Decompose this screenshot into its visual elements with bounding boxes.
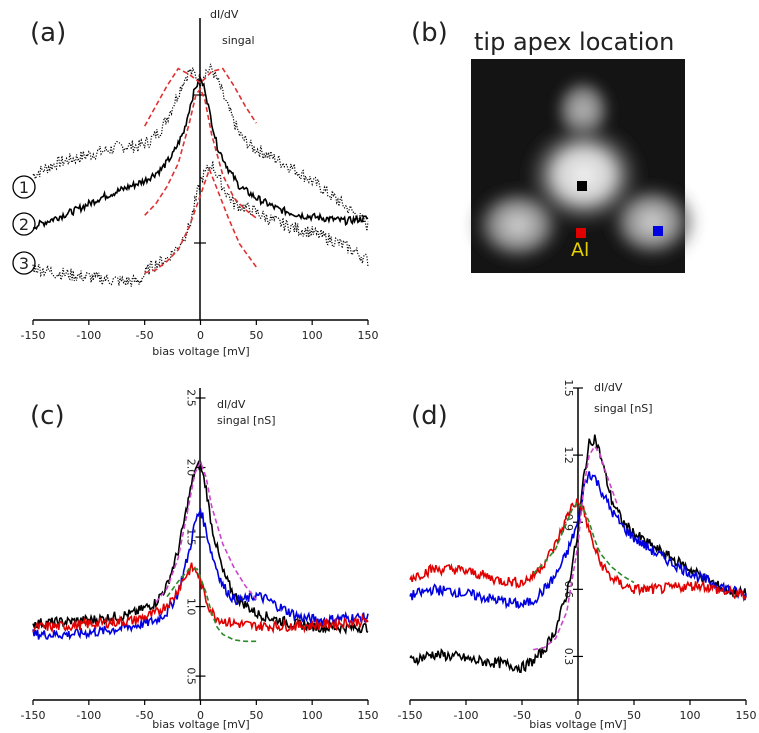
panel-c-ylabel-line1: dI/dV xyxy=(217,398,246,411)
series-line-a-1 xyxy=(32,75,369,231)
y-tick-label: 1.5 xyxy=(562,379,575,397)
x-tick-label: 100 xyxy=(302,329,323,342)
panel-d-label: (d) xyxy=(411,401,448,431)
y-tick-label: 1.5 xyxy=(185,528,198,546)
x-tick-label: 0 xyxy=(197,329,204,342)
panel-d-xlabel: bias voltage [mV] xyxy=(529,718,626,731)
x-tick-label: -150 xyxy=(21,709,46,722)
panel-c-plot: -150 -100 -50 0 50 100 150 0.51.01.52.02.5 dI/… xyxy=(21,388,379,731)
panel-d-ylabel-line1: dI/dV xyxy=(594,381,623,394)
series-line-a-0 xyxy=(32,63,369,232)
svg-text:1: 1 xyxy=(19,178,29,197)
panel-c-ylabel-line2: singal [nS] xyxy=(217,414,276,427)
al-site-label: Al xyxy=(571,239,589,261)
x-tick-label: 150 xyxy=(736,709,757,722)
fit-line-c-0 xyxy=(155,459,257,603)
x-tick-label: 100 xyxy=(302,709,323,722)
series-line-d-2 xyxy=(409,498,747,603)
fit-line-c-1 xyxy=(166,568,257,643)
svg-text:2: 2 xyxy=(19,215,29,234)
tip-apex-image: Al xyxy=(470,59,698,273)
x-tick-label: 50 xyxy=(249,709,263,722)
x-tick-label: -100 xyxy=(454,709,479,722)
x-tick-label: 150 xyxy=(358,709,379,722)
fit-line-d-0 xyxy=(533,444,618,651)
y-tick-label: 0.5 xyxy=(185,667,198,685)
trace-marker-3: 3 xyxy=(12,251,36,275)
panel-a-label: (a) xyxy=(30,18,66,48)
trace-marker-2: 2 xyxy=(12,212,36,236)
panel-b-label: (b) xyxy=(411,18,448,48)
panel-c-label: (c) xyxy=(30,401,65,431)
svg-text:3: 3 xyxy=(19,254,29,273)
panel-c-xlabel: bias voltage [mV] xyxy=(152,718,249,731)
panel-d-ylabel-line2: singal [nS] xyxy=(594,402,653,415)
y-tick-label: 1.2 xyxy=(562,446,575,464)
x-tick-label: 100 xyxy=(680,709,701,722)
site-marker-black xyxy=(577,181,587,191)
x-tick-label: -150 xyxy=(21,329,46,342)
y-tick-label: 2.5 xyxy=(185,389,198,407)
series-line-a-2 xyxy=(32,160,369,287)
series-line-d-0 xyxy=(409,434,747,674)
fit-line-a-1 xyxy=(144,87,257,219)
trace-marker-1: 1 xyxy=(12,175,36,199)
x-tick-label: -50 xyxy=(136,329,154,342)
x-tick-label: 50 xyxy=(627,709,641,722)
panel-b-title: tip apex location xyxy=(474,28,674,56)
series-line-c-1 xyxy=(32,507,369,641)
x-tick-label: -50 xyxy=(513,709,531,722)
x-tick-label: 0 xyxy=(575,709,582,722)
x-tick-label: -100 xyxy=(76,709,101,722)
x-tick-label: -50 xyxy=(136,709,154,722)
y-tick-label: 1.0 xyxy=(185,598,198,616)
x-tick-label: 150 xyxy=(358,329,379,342)
site-marker-blue xyxy=(653,226,663,236)
panel-a-plot: -150 -100 -50 0 50 100 150 dI/dV singal bias v… xyxy=(12,8,379,358)
x-tick-label: -100 xyxy=(76,329,101,342)
fit-line-d-1 xyxy=(532,500,635,584)
x-tick-label: 0 xyxy=(197,709,204,722)
series-line-d-1 xyxy=(409,471,747,610)
y-tick-label: 0.3 xyxy=(562,648,575,666)
site-marker-red xyxy=(576,228,586,238)
panel-a-xlabel: bias voltage [mV] xyxy=(152,345,249,358)
x-tick-label: 50 xyxy=(249,329,263,342)
panel-a-ylabel-line1: dI/dV xyxy=(210,8,239,21)
panel-d-plot: -150 -100 -50 0 50 100 150 0.30.60.91.21.5 dI/… xyxy=(398,379,757,731)
series-line-c-2 xyxy=(32,562,369,635)
x-tick-label: -150 xyxy=(398,709,423,722)
fit-line-a-2 xyxy=(144,166,257,274)
panel-a-ylabel-line2: singal xyxy=(222,34,255,47)
